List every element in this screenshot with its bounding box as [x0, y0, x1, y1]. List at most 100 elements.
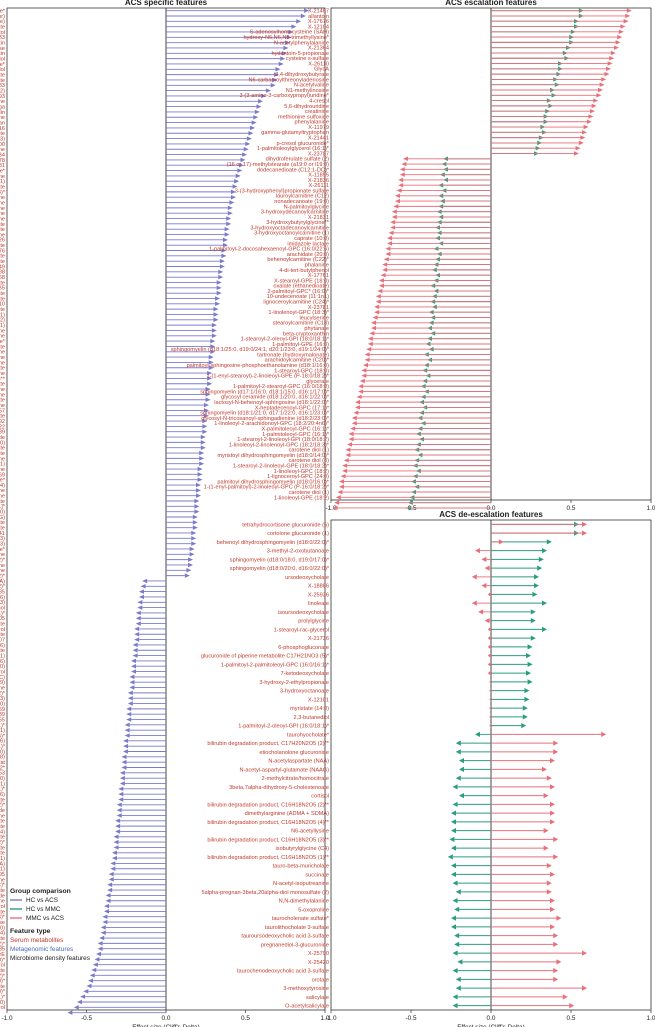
feature-label: alpha-tocopherol: [0, 963, 5, 969]
arrowhead-hc_acs: [97, 946, 103, 951]
arrowhead-mmc_acs: [546, 889, 552, 895]
arrowhead-hc_acs: [124, 733, 130, 738]
arrowhead-hc_mmc: [451, 810, 456, 816]
arrowhead-hc_mmc: [527, 661, 533, 667]
feature-label: androsterone sulfate: [0, 526, 5, 532]
arrowhead-hc_acs: [219, 258, 225, 264]
arrowhead-hc_acs: [250, 125, 256, 131]
arrowhead-mmc_acs: [553, 941, 559, 947]
arrowhead-hc_acs: [195, 482, 201, 488]
feature-label: 3-hydroxydecanoylcarnitine: [0, 813, 5, 819]
arrowhead-hc_acs: [213, 317, 219, 323]
arrowhead-hc_acs: [110, 866, 116, 871]
feature-label: 1-stearoyl-2-linoleoyl-GPE (18:0/18:2)*: [233, 464, 330, 470]
arrowhead-hc_acs: [89, 973, 95, 978]
arrowhead-hc_acs: [221, 248, 227, 253]
feature-label: succinate: [305, 872, 329, 878]
arrowhead-hc_acs: [223, 237, 229, 243]
feature-label: X-21836: [308, 178, 329, 184]
feature-label: 1-(1-enyl-stearoyl)-2-oleoyl-GPE (P-18:0…: [0, 856, 5, 862]
arrowhead-hc_acs: [83, 989, 89, 994]
arrowhead-mmc_acs: [553, 836, 559, 842]
arrowhead-mmc_acs: [398, 183, 404, 188]
arrowhead-mmc_acs: [582, 985, 587, 991]
arrowhead-hc_acs: [132, 642, 138, 648]
arrowhead-mmc_acs: [556, 959, 562, 965]
arrowhead-hc_acs: [203, 402, 209, 408]
arrowhead-hc_acs: [111, 855, 117, 861]
arrowhead-hc_acs: [140, 584, 146, 589]
arrowhead-hc_acs: [113, 845, 119, 850]
arrowhead-mmc_acs: [351, 415, 357, 421]
arrowhead-hc_acs: [115, 818, 121, 824]
arrowhead-mmc_acs: [484, 618, 490, 624]
feature-label: 3-hydroxyoctadecanoylcarnitine: [250, 225, 329, 231]
arrowhead-hc_acs: [121, 765, 127, 770]
feature-label: bilirubin degradation product, C16H18N2O…: [207, 820, 329, 826]
arrowhead-mmc_acs: [481, 583, 487, 589]
feature-label: X-12100: [0, 142, 5, 148]
feature-label: beta-sitosterol: [0, 669, 5, 675]
arrowhead-mmc_acs: [607, 61, 613, 66]
feature-label: 3-hydroxyoctanoate: [280, 689, 329, 695]
arrowhead-hc_acs: [107, 882, 113, 887]
feature-label: X-11439: [0, 712, 5, 718]
arrowhead-hc_acs: [76, 999, 82, 1005]
arrowhead-hc_acs: [115, 823, 121, 829]
arrowhead-hc_acs: [119, 770, 125, 776]
feature-label: beta-cryptoxanthin: [283, 331, 329, 337]
arrowhead-hc_acs: [138, 594, 144, 600]
feature-label: mannitol/sorbitol: [0, 30, 5, 36]
feature-label: 1-stearoyl-GPC (18:0): [274, 368, 329, 374]
arrowhead-mmc_acs: [556, 915, 562, 921]
feature-label: o-hydroxyatorvastatin: [0, 51, 5, 57]
feature-label: pipecolate: [0, 648, 5, 654]
feature-label: X-palmitoleoyl-GPC (16:1)*: [262, 426, 330, 432]
feature-label: (16 or 17)-methylstearate (a19:0 or i19:…: [227, 162, 329, 168]
feature-label: pipecolinate: [0, 819, 5, 825]
arrowhead-mmc_acs: [591, 103, 597, 109]
arrowhead-mmc_acs: [364, 352, 370, 357]
arrowhead-mmc_acs: [350, 426, 356, 431]
arrowhead-hc_acs: [127, 690, 133, 696]
arrowhead-hc_acs: [94, 957, 100, 962]
feature-label: 1-linoleoyl-2-linolenoyl-GPC (18:2/18:3)…: [229, 442, 330, 448]
arrowhead-hc_acs: [118, 791, 124, 797]
arrowhead-hc_acs: [108, 871, 114, 877]
arrowhead-hc_acs: [137, 600, 143, 605]
arrowhead-mmc_acs: [391, 214, 397, 220]
arrowhead-hc_mmc: [452, 784, 458, 790]
arrowhead-hc_acs: [205, 397, 211, 402]
feature-label: 3-indoxyl sulfate: [0, 382, 5, 388]
arrowhead-hc_mmc: [451, 915, 456, 921]
feature-label: 3-methylxanthine: [0, 328, 5, 334]
arrowhead-hc_acs: [273, 72, 279, 77]
feature-label: tetradecenedioate (C14:1-DC)*: [0, 883, 6, 889]
feature-label: tartronate (hydroxymalonate): [257, 352, 329, 358]
arrowhead-mmc_acs: [342, 468, 348, 474]
feature-label: X-21410: [0, 302, 5, 308]
arrowhead-hc_acs: [265, 88, 271, 93]
arrowhead-hc_acs: [113, 839, 119, 845]
feature-label: 5alpha-pregnan-3beta,20-diol sulfate: [0, 398, 5, 404]
feature-label: N-acetylcitrulline: [0, 211, 5, 217]
feature-label: arachidate (20:0): [287, 252, 329, 258]
arrowhead-hc_acs: [216, 285, 222, 291]
arrowhead-hc_acs: [210, 349, 216, 355]
feature-label: N-acetylmethionine sulfoxide: [0, 435, 5, 441]
feature-label: 4-hydroxyhippurate: [0, 307, 5, 313]
feature-label: 2-palmitoyl-GPC* (16:0)*: [267, 289, 329, 295]
arrowhead-hc_acs: [73, 1005, 79, 1010]
feature-label: X-21353: [0, 771, 5, 777]
feature-label: trimethylamine: [0, 494, 5, 500]
arrowhead-hc_acs: [132, 653, 138, 658]
arrowhead-mmc_acs: [382, 262, 388, 267]
arrowhead-mmc_acs: [375, 294, 381, 299]
feature-label: N6-carbamoylthreonyladenosine: [248, 77, 329, 83]
feature-label: 3-methyl-2-oxobutanoate: [267, 549, 329, 555]
arrowhead-hc_acs: [207, 370, 213, 376]
arrowhead-hc_acs: [126, 717, 132, 722]
feature-label: dodecadienoate (12:2)*: [0, 691, 6, 697]
feature-label: X-23781: [308, 305, 329, 311]
arrowhead-hc_acs: [199, 461, 205, 466]
